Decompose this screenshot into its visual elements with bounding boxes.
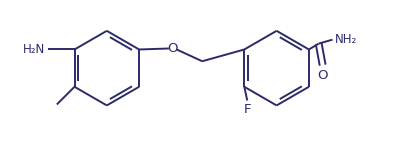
- Text: O: O: [318, 69, 328, 82]
- Text: O: O: [168, 42, 178, 55]
- Text: H₂N: H₂N: [23, 43, 45, 56]
- Text: NH₂: NH₂: [335, 33, 357, 46]
- Text: F: F: [243, 103, 251, 116]
